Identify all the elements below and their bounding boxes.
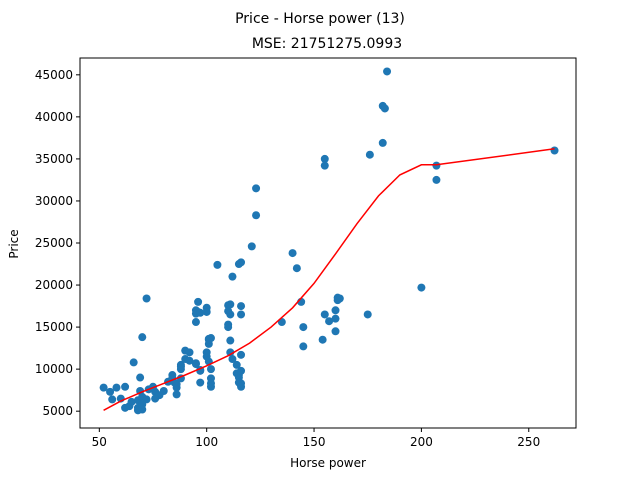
data-point: [320, 310, 329, 319]
data-point: [237, 379, 246, 388]
data-point: [224, 301, 233, 310]
y-axis-label: Price: [7, 229, 21, 258]
data-point: [196, 378, 205, 387]
y-tick-label: 45000: [35, 68, 73, 82]
chart-subtitle: MSE: 21751275.0993: [252, 36, 402, 52]
data-point: [226, 348, 235, 357]
data-point: [206, 379, 215, 388]
plot-frame: [79, 57, 577, 429]
chart-title: Price - Horse power (13): [235, 11, 405, 27]
x-tick-label: 250: [517, 435, 540, 449]
y-tick-label: 10000: [35, 362, 73, 376]
x-tick-label: 50: [92, 435, 107, 449]
data-point: [417, 283, 426, 292]
data-point: [185, 348, 194, 357]
x-tick-label: 200: [410, 435, 433, 449]
data-point: [129, 358, 138, 367]
data-point: [333, 296, 342, 305]
data-point: [176, 362, 185, 371]
data-point: [194, 297, 203, 306]
data-point: [121, 382, 130, 391]
data-point: [232, 360, 241, 369]
data-point: [247, 242, 256, 251]
data-point: [224, 323, 233, 332]
data-point: [432, 161, 441, 170]
x-axis-label: Horse power: [290, 456, 366, 470]
data-point: [237, 302, 246, 311]
scatter-points: [99, 67, 559, 415]
data-point: [228, 355, 237, 364]
data-point: [213, 260, 222, 269]
data-point: [320, 161, 329, 170]
data-point: [237, 310, 246, 319]
data-point: [224, 307, 233, 316]
data-point: [191, 360, 200, 369]
data-point: [168, 371, 177, 380]
fit-line-layer: [103, 148, 555, 411]
axis-ticks: 50 100 150 200 250 5000 10000 15000 20000 25000 30…: [35, 68, 540, 449]
data-point: [172, 390, 181, 399]
data-point: [365, 150, 374, 159]
data-point: [378, 138, 387, 147]
data-point: [159, 387, 168, 395]
y-tick-label: 35000: [35, 152, 73, 166]
data-point: [151, 394, 160, 403]
data-point: [196, 308, 205, 317]
y-tick-label: 25000: [35, 236, 73, 250]
data-point: [202, 307, 211, 316]
x-tick-label: 100: [195, 435, 218, 449]
data-point: [331, 314, 340, 323]
data-point: [252, 211, 261, 220]
data-point: [299, 323, 308, 332]
data-point: [108, 395, 117, 404]
data-point: [204, 335, 213, 344]
data-point: [202, 348, 211, 357]
data-point: [292, 264, 301, 273]
data-point: [252, 184, 261, 193]
data-point: [136, 373, 145, 382]
data-point: [142, 395, 151, 404]
data-point: [142, 294, 151, 303]
data-point: [138, 333, 147, 342]
data-point: [228, 272, 237, 281]
data-point: [432, 175, 441, 184]
data-point: [320, 154, 329, 163]
y-tick-label: 15000: [35, 320, 73, 334]
data-point: [185, 356, 194, 365]
y-tick-label: 20000: [35, 278, 73, 292]
data-point: [288, 249, 297, 258]
fit-line: [103, 148, 555, 411]
data-point: [325, 317, 334, 326]
y-tick-label: 30000: [35, 194, 73, 208]
data-point: [112, 383, 121, 392]
data-point: [191, 318, 200, 327]
data-point: [380, 104, 389, 113]
data-point: [226, 336, 235, 345]
data-point: [206, 365, 215, 374]
data-point: [331, 306, 340, 315]
x-tick-label: 150: [303, 435, 326, 449]
data-point: [99, 383, 108, 392]
data-point: [234, 260, 243, 269]
data-point: [331, 327, 340, 336]
data-point: [106, 387, 115, 396]
data-point: [237, 350, 246, 359]
data-point: [237, 366, 246, 375]
data-point: [127, 397, 136, 406]
data-point: [363, 310, 372, 319]
y-tick-label: 5000: [42, 404, 73, 418]
y-tick-label: 40000: [35, 110, 73, 124]
data-point: [550, 146, 559, 155]
data-point: [299, 342, 308, 351]
data-point: [383, 67, 392, 76]
data-point: [318, 335, 327, 344]
